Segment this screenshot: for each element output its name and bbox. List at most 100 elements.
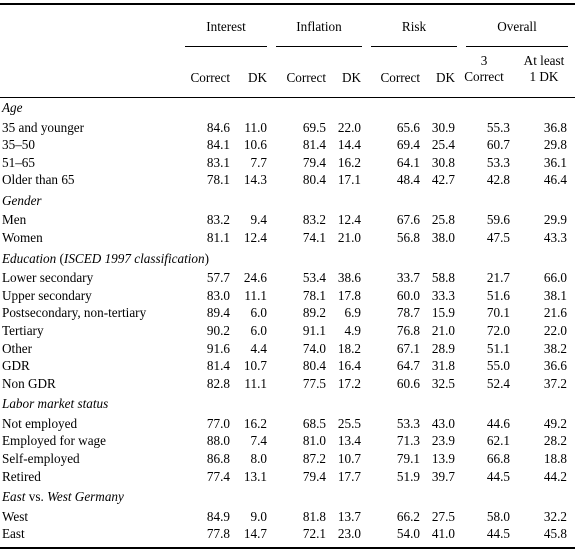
table-cell: 30.8 [431,154,455,170]
table-cell: 67.6 [396,212,420,228]
table-cell: 78.1 [302,287,326,303]
table-cell: 81.1 [206,230,230,245]
table-cell: 13.7 [337,508,361,524]
table-cell: 43.3 [543,230,567,245]
table-cell: 13.9 [431,451,455,466]
row-label: 51–65 [2,154,35,170]
table-cell: 7.7 [250,154,267,170]
row-label: Retired [2,468,41,484]
table-cell: 83.1 [206,154,230,170]
bottom-rule [0,547,575,549]
table-cell: 13.4 [337,433,361,449]
table-cell: 38.6 [337,270,361,286]
table-cell: 91.6 [206,340,230,356]
table-cell: 77.0 [206,415,230,431]
table-cell: 30.9 [431,119,455,135]
table-cell: 58.0 [486,508,510,524]
table-cell: 81.8 [302,508,326,524]
table-cell: 11.0 [244,119,267,135]
table-cell: 9.4 [250,212,267,228]
table-cell: 51.6 [486,287,510,303]
table-cell: 21.0 [431,322,455,338]
row-label: Not employed [2,415,78,431]
table-cell: 38.0 [431,230,455,245]
table-cell: 8.0 [250,451,267,466]
table-cell: 53.3 [396,415,420,431]
table-cell: 21.6 [543,305,567,321]
table-cell: 89.4 [206,305,230,321]
column-header-line: At least [523,53,565,68]
table-cell: 81.4 [302,137,326,153]
column-header: Correct [380,70,420,85]
table-cell: 88.0 [206,433,230,449]
table-cell: 12.4 [337,212,361,228]
row-label: 35 and younger [2,119,85,135]
table-cell: 4.9 [344,322,361,338]
table-cell: 84.9 [206,508,230,524]
table-cell: 74.1 [302,230,326,245]
column-header-line: 3 [480,53,488,68]
group-header: Inflation [296,19,342,34]
row-label: 35–50 [2,137,35,153]
row-label: Employed for wage [2,433,106,449]
row-label: Non GDR [2,375,56,391]
table-cell: 31.8 [431,358,455,374]
table-cell: 32.2 [543,508,567,524]
table-cell: 83.2 [302,212,326,228]
table-cell: 37.2 [543,375,567,391]
table-cell: 49.2 [543,415,567,431]
table-cell: 42.8 [486,172,510,188]
table-cell: 72.1 [302,526,326,542]
table-cell: 10.7 [337,451,361,466]
table-cell: 77.8 [206,526,230,542]
row-label: Upper secondary [2,287,92,303]
table-cell: 7.4 [250,433,267,449]
table-cell: 58.8 [431,270,455,286]
table-cell: 47.5 [486,230,510,245]
table-cell: 51.9 [396,468,420,484]
top-rule [0,3,575,5]
table-cell: 22.0 [543,322,567,338]
section-title: Age [2,100,23,115]
section-title-part: ) [204,250,209,266]
row-label: Lower secondary [2,270,94,286]
table-cell: 62.1 [486,433,510,449]
table-cell: 16.2 [337,154,361,170]
column-header: DK [341,70,361,85]
table-cell: 45.8 [543,526,567,542]
table-cell: 60.0 [396,287,420,303]
table-cell: 9.0 [250,508,267,524]
column-header: DK [247,70,267,85]
table-cell: 14.3 [243,172,267,188]
section-title: Education (ISCED 1997 classification) [2,251,209,267]
table-cell: 36.1 [543,154,567,170]
table-cell: 29.8 [543,137,567,153]
table-cell: 25.5 [337,415,361,431]
group-header: Overall [497,19,537,34]
table-cell: 32.5 [431,375,455,391]
table-cell: 44.5 [486,468,510,484]
table-cell: 57.7 [206,270,230,286]
table-cell: 17.8 [337,287,361,303]
row-label: West [2,508,29,524]
table-cell: 36.6 [543,358,567,374]
table-cell: 33.7 [396,270,420,286]
table-cell: 46.4 [543,172,567,188]
table-cell: 66.2 [396,508,420,524]
section-title-part: Education [2,250,57,266]
table-cell: 69.5 [302,119,326,135]
table-cell: 77.4 [206,468,230,484]
table-cell: 74.0 [302,340,326,356]
table-cell: 64.7 [396,358,420,374]
table-cell: 54.0 [396,526,420,542]
table-cell: 36.8 [543,119,567,135]
table-cell: 44.6 [486,415,510,431]
table-cell: 28.9 [431,340,455,356]
section-title: Gender [2,192,42,208]
column-header: DK [435,70,455,85]
table-cell: 52.4 [486,375,510,391]
table-cell: 56.8 [396,230,420,245]
column-header-line: Correct [464,69,504,84]
section-title-part: ISCED 1997 classification [63,250,205,266]
table-cell: 86.8 [206,451,230,466]
